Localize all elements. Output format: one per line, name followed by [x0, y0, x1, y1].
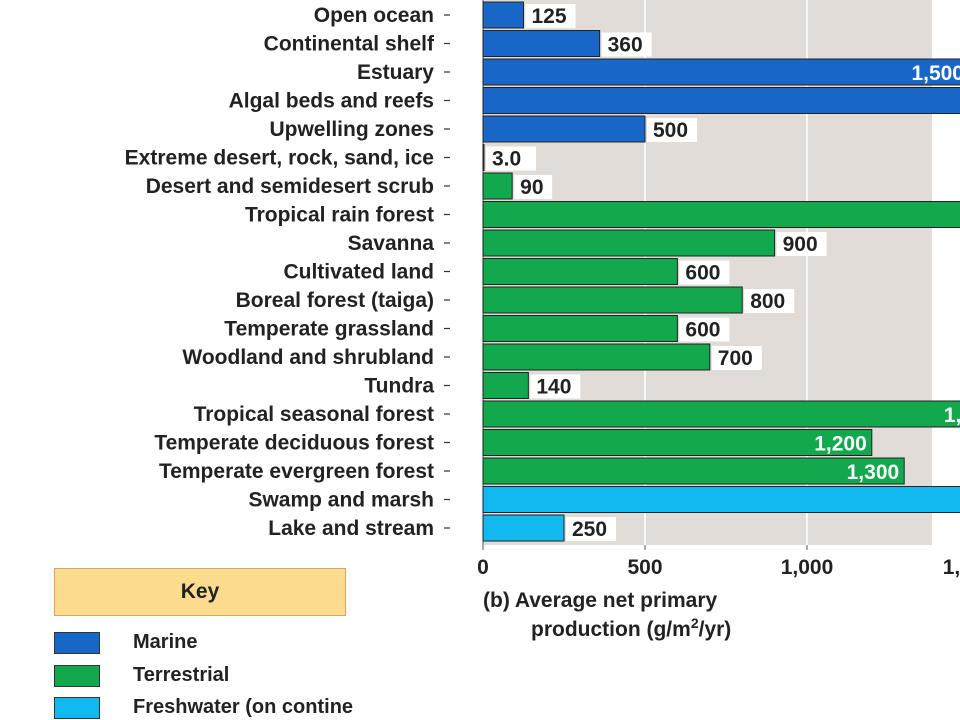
value-label: 90 [520, 176, 543, 199]
key-label-marine: Marine [133, 631, 198, 653]
category-label: Swamp and marsh [248, 489, 434, 512]
category-label: Continental shelf [264, 33, 435, 56]
value-label-bg [530, 374, 581, 399]
bar [482, 172, 513, 200]
value-labels: 1253601,5002,5005003.0902,20090060080060… [485, 4, 960, 541]
terrestrial-swatch [54, 665, 100, 687]
bar [482, 258, 678, 285]
bar [482, 372, 529, 399]
key-item-freshwater: Freshwater (on contine [54, 696, 450, 719]
x-tick-label: 0 [477, 556, 489, 579]
value-label: 1,500 [911, 62, 960, 85]
value-label: 125 [532, 5, 567, 28]
value-label: 250 [572, 518, 607, 541]
freshwater-swatch [54, 697, 100, 719]
value-label: 140 [536, 376, 571, 399]
bar [482, 315, 678, 342]
value-label-bg [711, 346, 762, 370]
bar [482, 429, 873, 456]
bar [482, 87, 960, 114]
value-label: 1,200 [814, 433, 867, 456]
bar [482, 58, 960, 86]
category-labels: Open ocean Continental shelf Estuary Algal … [125, 4, 450, 540]
value-label: 500 [653, 119, 688, 142]
key-item-marine: Marine [54, 631, 494, 654]
bars [482, 1, 960, 542]
value-label: 360 [608, 34, 643, 57]
bar [482, 400, 960, 428]
value-label-bg [566, 517, 616, 541]
value-label: 600 [685, 319, 720, 342]
bar [482, 1, 524, 29]
category-label: Temperate grassland [224, 318, 434, 341]
category-label: Temperate deciduous forest [154, 432, 434, 455]
value-label: 1,300 [847, 461, 900, 484]
category-label: Temperate evergreen forest [159, 460, 434, 483]
value-label: 1,600 [944, 404, 960, 427]
value-label: 3.0 [492, 148, 521, 171]
category-label: Algal beds and reefs [229, 90, 434, 113]
value-label: 900 [783, 233, 818, 256]
marine-swatch [54, 632, 100, 654]
bar [482, 144, 485, 171]
x-axis-label-line2: production (g/m2/yr) [531, 615, 731, 641]
x-tick-label: 500 [627, 556, 662, 579]
value-label: 700 [718, 347, 753, 370]
bar [482, 486, 960, 513]
value-label: 600 [685, 262, 720, 285]
key-item-terrestrial: Terrestrial [54, 664, 494, 687]
value-label-bg [647, 118, 697, 142]
bar [482, 201, 960, 228]
category-label: Desert and semidesert scrub [146, 175, 434, 198]
bar [482, 115, 646, 143]
x-tick-label: 1,500 [943, 556, 960, 579]
value-label-bg [485, 146, 536, 171]
value-label-bg [679, 260, 730, 285]
category-label: Extreme desert, rock, sand, ice [125, 147, 434, 170]
value-label-bg [514, 175, 553, 199]
bar [482, 286, 743, 314]
category-label: Savanna [348, 232, 435, 255]
category-label: Upwelling zones [269, 118, 434, 141]
category-label: Tundra [364, 375, 434, 398]
x-axis-label-line1: (b) Average net primary [483, 589, 717, 612]
value-label-bg [776, 232, 827, 256]
bar [482, 229, 776, 257]
value-label: 800 [750, 290, 785, 313]
value-label-bg [601, 32, 652, 57]
value-label-bg [679, 317, 730, 342]
bar [482, 30, 601, 57]
key-label-terrestrial: Terrestrial [133, 664, 230, 686]
category-label: Cultivated land [283, 261, 434, 284]
bar [482, 343, 711, 371]
value-label-bg [525, 4, 576, 28]
bar [482, 514, 565, 542]
category-label: Tropical seasonal forest [194, 403, 434, 426]
key-label-freshwater: Freshwater (on contine [133, 696, 354, 718]
category-label: Woodland and shrubland [182, 346, 434, 369]
value-label-bg [744, 289, 795, 313]
category-label: Boreal forest (taiga) [236, 289, 434, 312]
category-label: Estuary [357, 61, 434, 84]
bar [482, 457, 905, 485]
category-label: Lake and stream [268, 517, 434, 540]
category-label: Tropical rain forest [245, 204, 434, 227]
key-title: Key [54, 568, 346, 616]
x-tick-label: 1,000 [781, 556, 834, 579]
category-label: Open ocean [314, 4, 434, 27]
